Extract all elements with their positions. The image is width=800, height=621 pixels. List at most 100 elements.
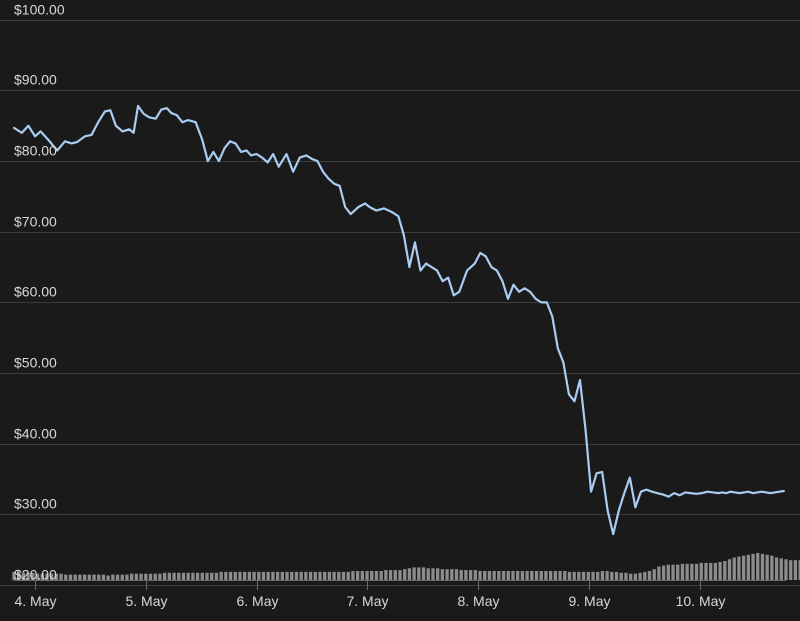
volume-bar — [12, 571, 16, 580]
volume-bar — [31, 572, 35, 580]
volume-bar — [525, 570, 529, 580]
volume-bar — [685, 563, 689, 580]
volume-bar — [516, 570, 520, 580]
volume-bar — [200, 572, 204, 580]
volume-bar — [370, 570, 374, 580]
volume-bar — [610, 571, 614, 580]
volume-bar — [73, 574, 77, 580]
volume-bar — [115, 574, 120, 580]
volume-bar — [727, 559, 732, 580]
volume-bar — [741, 555, 746, 580]
volume-bar — [793, 560, 798, 580]
y-tick-label: $20.00 — [14, 567, 57, 583]
volume-bar — [92, 574, 96, 580]
y-tick-label: $40.00 — [14, 426, 57, 442]
volume-bar — [647, 570, 652, 580]
volume-bar — [694, 563, 699, 580]
volume-bar — [553, 570, 557, 580]
volume-bar — [266, 571, 270, 580]
volume-bar — [629, 573, 633, 580]
volume-bar — [421, 567, 426, 580]
volume-bar — [572, 571, 576, 580]
volume-bar — [798, 560, 800, 580]
x-tick-label: 10. May — [676, 593, 726, 609]
volume-bar — [243, 571, 247, 580]
volume-bar — [195, 572, 200, 580]
volume-bar — [567, 571, 572, 580]
volume-bar — [483, 570, 487, 580]
volume-bar — [487, 570, 492, 580]
volume-bar — [713, 562, 718, 580]
volume-bar — [501, 570, 506, 580]
volume-bar — [360, 570, 364, 580]
volume-bar — [153, 573, 157, 580]
volume-bar — [252, 571, 256, 580]
x-tick-label: 7. May — [346, 593, 388, 609]
volume-bar — [704, 562, 708, 580]
volume-bar — [285, 571, 289, 580]
volume-bar — [219, 571, 223, 580]
volume-bar — [148, 573, 153, 580]
volume-bar — [511, 570, 515, 580]
volume-bar — [784, 559, 788, 580]
volume-bar — [82, 574, 87, 580]
volume-bar — [26, 572, 30, 580]
volume-bar — [125, 574, 129, 580]
volume-bar — [50, 573, 54, 580]
x-tick-label: 4. May — [14, 593, 56, 609]
volume-bar — [40, 573, 44, 580]
volume-bar — [581, 571, 586, 580]
volume-bar — [351, 570, 355, 580]
volume-bar — [445, 569, 449, 580]
volume-bar — [144, 573, 148, 580]
volume-bar — [417, 567, 421, 580]
volume-bar — [111, 574, 115, 580]
volume-bar — [534, 570, 539, 580]
volume-bar — [134, 573, 139, 580]
volume-bar — [327, 571, 332, 580]
volume-bar — [271, 571, 275, 580]
volume-bar — [45, 573, 49, 580]
y-axis-labels: $100.00 $90.00 $80.00 $70.00 $60.00 $50.00 $40… — [14, 2, 65, 583]
volume-bar — [558, 570, 562, 580]
volume-bar — [228, 571, 233, 580]
volume-bar — [506, 570, 510, 580]
volume-bar — [54, 573, 59, 580]
volume-bar — [454, 569, 459, 580]
volume-bar — [473, 570, 477, 580]
volume-bar — [374, 570, 379, 580]
volume-bar — [139, 573, 143, 580]
volume-bar — [280, 571, 284, 580]
x-axis: 4. May 5. May 6. May 7. May 8. May 9. May 10. … — [14, 580, 786, 609]
volume-bar — [619, 572, 623, 580]
volume-bar — [751, 553, 755, 580]
volume-bar — [233, 571, 237, 580]
volume-bar — [167, 572, 171, 580]
volume-bar — [214, 572, 219, 580]
volume-bars — [12, 552, 800, 580]
volume-bar — [671, 564, 675, 580]
volume-bar — [732, 557, 736, 580]
volume-bar — [172, 572, 176, 580]
volume-bar — [596, 571, 600, 580]
volume-bar — [586, 571, 590, 580]
volume-bar — [101, 574, 106, 580]
volume-bar — [130, 573, 134, 580]
volume-bar — [355, 570, 360, 580]
price-line-layer — [12, 104, 785, 536]
y-tick-label: $90.00 — [14, 72, 57, 88]
volume-bar — [177, 572, 181, 580]
volume-bar — [737, 556, 741, 580]
volume-bar — [275, 571, 280, 580]
volume-bar — [661, 565, 666, 580]
y-tick-label: $50.00 — [14, 355, 57, 371]
volume-bar — [59, 573, 63, 580]
y-tick-label: $80.00 — [14, 143, 57, 159]
volume-bar — [97, 574, 101, 580]
volume-bar — [666, 564, 670, 580]
volume-bar — [186, 572, 190, 580]
volume-bar — [332, 571, 336, 580]
volume-bar — [21, 572, 26, 580]
x-tick-label: 8. May — [457, 593, 499, 609]
volume-bar — [774, 557, 779, 580]
